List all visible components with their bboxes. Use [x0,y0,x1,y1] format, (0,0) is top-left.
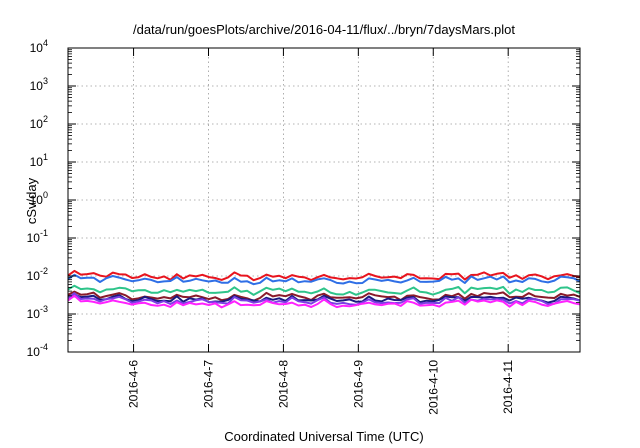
series-line [67,273,581,286]
chart-title: /data/run/goesPlots/archive/2016-04-11/f… [133,22,515,37]
series-line [67,293,581,304]
x-tick-label: 2016-4-7 [201,360,215,408]
series-line [67,269,581,282]
y-tick-exponent: 4 [43,38,48,48]
series-line [67,294,581,309]
y-tick-label: 104 [30,38,48,55]
series-line [67,290,581,302]
y-tick-label: 10-4 [27,342,48,359]
x-tick-label: 2016-4-9 [351,360,365,408]
x-tick-label: 2016-4-6 [127,360,141,408]
y-tick-exponent: -2 [40,266,48,276]
y-tick-exponent: 3 [43,76,48,86]
x-axis-label: Coordinated Universal Time (UTC) [224,429,423,444]
y-tick-label: 10-3 [27,304,48,321]
y-tick-exponent: 0 [43,190,48,200]
series-line [67,284,581,296]
x-tick-label: 2016-4-8 [276,360,290,408]
x-tick-label: 2016-4-11 [501,360,515,414]
x-tick-label: 2016-4-10 [426,360,440,415]
series-line [67,292,581,306]
y-tick-exponent: -1 [40,228,48,238]
y-tick-label: 103 [30,76,48,93]
y-tick-exponent: -3 [40,304,48,314]
y-tick-exponent: 2 [43,114,48,124]
y-tick-label: 102 [30,114,48,131]
y-tick-label: 10-1 [27,228,48,245]
y-tick-exponent: 1 [43,152,48,162]
y-tick-label: 10-2 [27,266,48,283]
grid-lines [68,48,580,352]
y-axis-label: cSv/day [24,177,39,224]
y-tick-exponent: -4 [40,342,48,352]
y-tick-label: 100 [30,190,48,207]
y-tick-label: 101 [30,152,48,169]
series-lines [67,269,581,309]
